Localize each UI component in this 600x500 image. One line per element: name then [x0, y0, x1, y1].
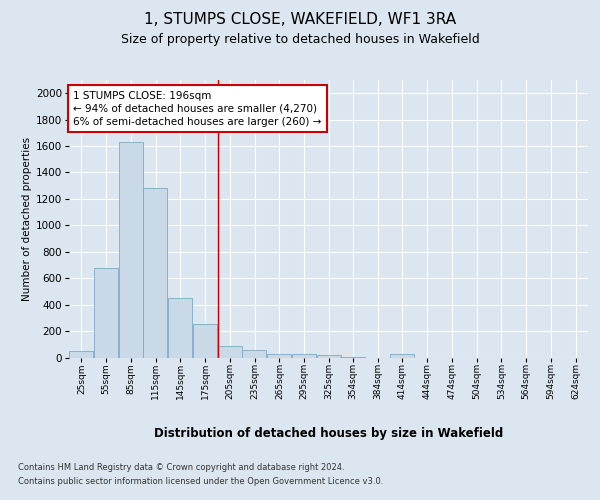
Bar	[119, 142, 143, 358]
Bar	[193, 324, 217, 358]
Bar	[292, 354, 316, 358]
Bar	[317, 355, 341, 358]
Bar	[143, 188, 167, 358]
Text: 1 STUMPS CLOSE: 196sqm
← 94% of detached houses are smaller (4,270)
6% of semi-d: 1 STUMPS CLOSE: 196sqm ← 94% of detached…	[73, 90, 322, 127]
Text: Contains public sector information licensed under the Open Government Licence v3: Contains public sector information licen…	[18, 478, 383, 486]
Bar	[390, 354, 414, 358]
Text: Size of property relative to detached houses in Wakefield: Size of property relative to detached ho…	[121, 32, 479, 46]
Bar	[267, 354, 291, 358]
Bar	[218, 346, 242, 358]
Y-axis label: Number of detached properties: Number of detached properties	[22, 136, 32, 301]
Bar	[242, 350, 266, 358]
Text: Contains HM Land Registry data © Crown copyright and database right 2024.: Contains HM Land Registry data © Crown c…	[18, 462, 344, 471]
Bar	[168, 298, 192, 358]
Bar	[94, 268, 118, 358]
Bar	[69, 351, 93, 358]
Text: Distribution of detached houses by size in Wakefield: Distribution of detached houses by size …	[154, 428, 503, 440]
Bar	[340, 357, 365, 358]
Text: 1, STUMPS CLOSE, WAKEFIELD, WF1 3RA: 1, STUMPS CLOSE, WAKEFIELD, WF1 3RA	[144, 12, 456, 28]
